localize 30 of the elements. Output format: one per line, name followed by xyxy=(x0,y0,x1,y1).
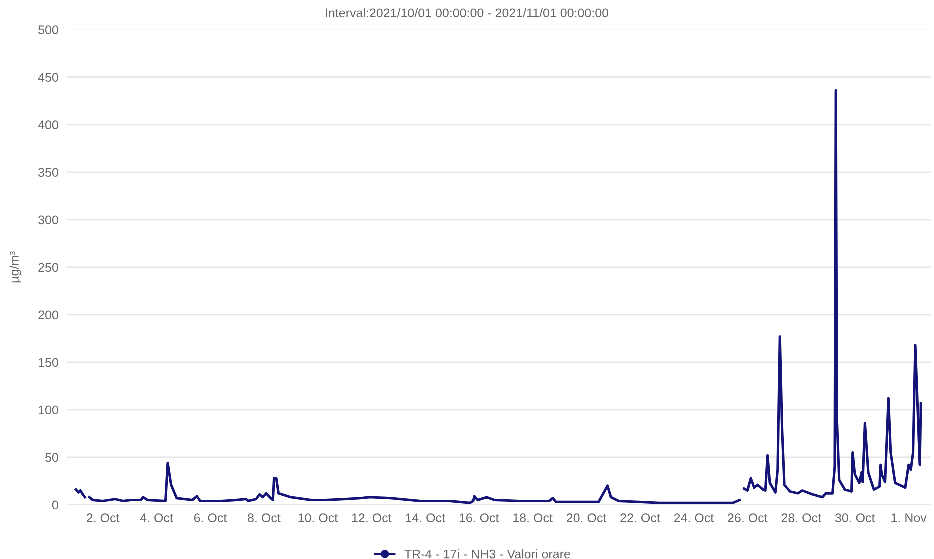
x-tick-label: 1. Nov xyxy=(892,514,927,523)
x-tick-label: 14. Oct xyxy=(406,514,446,523)
x-tick-label: 24. Oct xyxy=(674,514,714,523)
x-tick-label: 18. Oct xyxy=(514,514,553,523)
x-tick-label: 4. Oct xyxy=(140,514,174,523)
y-tick-label: 350 xyxy=(38,168,58,178)
y-tick-label: 400 xyxy=(38,120,58,130)
x-tick-label: 30. Oct xyxy=(835,514,876,523)
y-tick-label: 0 xyxy=(52,500,58,510)
y-tick-label: 450 xyxy=(38,73,58,82)
x-tick-label: 16. Oct xyxy=(460,514,500,523)
x-tick-label: 28. Oct xyxy=(782,514,822,523)
x-tick-label: 22. Oct xyxy=(620,514,660,523)
x-tick-label: 26. Oct xyxy=(728,514,768,523)
y-tick-label: 300 xyxy=(38,216,58,225)
y-tick-label: 500 xyxy=(38,26,58,35)
legend-label: TR-4 - 17i - NH3 - Valori orare xyxy=(404,550,570,559)
x-tick-label: 12. Oct xyxy=(352,514,392,523)
y-tick-label: 150 xyxy=(39,358,58,368)
y-tick-label: 200 xyxy=(38,310,58,320)
x-tick-label: 20. Oct xyxy=(566,514,607,523)
y-tick-label: 250 xyxy=(38,263,58,272)
y-axis-title: µg/m³ xyxy=(10,252,22,283)
y-tick-label: 50 xyxy=(46,453,58,462)
x-tick-label: 8. Oct xyxy=(248,514,281,523)
x-tick-label: 10. Oct xyxy=(298,514,338,523)
y-tick-label: 100 xyxy=(39,406,58,415)
x-tick-label: 2. Oct xyxy=(87,514,120,523)
x-tick-label: 6. Oct xyxy=(194,514,228,523)
chart-title: Interval:2021/10/01 00:00:00 - 2021/11/01 00:00:00 xyxy=(326,8,609,18)
